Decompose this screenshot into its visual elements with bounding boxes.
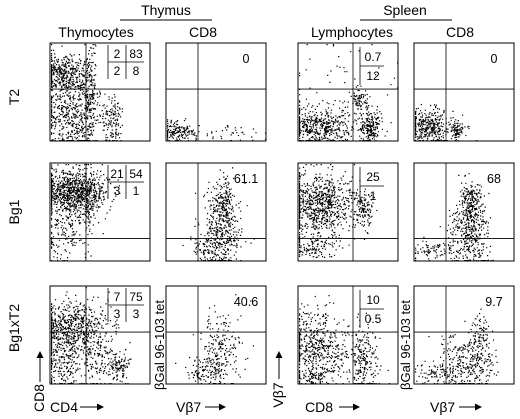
scatter-panel-r2-c2 [297,285,399,385]
panel-frame [297,42,399,142]
scatter-panel-r0-c0 [49,42,151,142]
quadrant-value-lr: 8 [133,64,140,78]
quadrant-value-upper: 0.7 [365,50,382,64]
quadrant-stats-box: 7 75 3 3 [107,288,144,322]
column-title-lymphocytes: Lymphocytes [311,24,393,40]
scatter-panel-r1-c2 [297,162,399,262]
scatter-panel-r0-c1 [165,42,267,142]
quadrant-value-ur: 54 [129,167,143,181]
quadrant-value-ul: 7 [114,290,121,304]
panel-frame [49,162,151,262]
y-axis-label-tet-spleen: βGal 96-103 tet [398,300,413,390]
event-dots [299,164,378,258]
quadrant-value-lower: 0.5 [365,312,382,326]
quadrant-value-lr: 1 [133,184,140,198]
x-axis-label-vb7-thymus: Vβ7 [176,399,201,415]
column-title-cd8-thymus: CD8 [189,24,217,40]
quadrant-value-ul: 21 [110,167,124,181]
quadrant-value-ur: 83 [129,47,143,61]
group-label-thymus: Thymus [141,2,191,18]
row-label-bg1xt2: Bg1xT2 [6,304,22,352]
scatter-panel-r2-c1 [165,285,267,385]
event-dots [51,44,123,142]
quadrant-stats-box: 251 [359,167,384,205]
y-axis-arrowhead-1 [36,351,44,358]
scatter-panel-r0-c3 [413,42,515,142]
event-dots [415,103,478,142]
column-title-thymocytes: Thymocytes [58,24,133,40]
scatter-panel-r1-c3 [413,162,515,262]
quadrant-value-ll: 3 [114,184,121,198]
row-label-t2: T2 [6,89,22,106]
scatter-panel-r1-c0 [49,162,151,262]
quadrant-stats-box: 100.5 [359,290,384,328]
y-axis-label-vb7: Vβ7 [270,382,286,407]
panel-frame [49,42,151,142]
event-dots [51,164,121,262]
row-label-bg1: Bg1 [6,199,22,224]
quadrant-value-upper: 25 [366,170,380,184]
event-dots [167,118,267,142]
panel-percentage-value: 9.7 [485,295,502,309]
quadrant-value-lower: 12 [366,69,380,83]
x-axis-label-cd4: CD4 [50,399,78,415]
x-axis-arrowhead-4 [475,403,482,411]
panel-percentage-value: 0 [491,52,498,66]
x-axis-arrowhead-3 [353,403,360,411]
quadrant-value-upper: 10 [366,293,380,307]
event-dots [299,44,399,142]
event-dots [299,295,390,385]
event-dots [51,287,132,385]
panel-percentage-value: 0 [243,52,250,66]
scatter-panel-r1-c1 [165,162,267,262]
scatter-panel-r2-c0 [49,285,151,385]
panel-frame [165,42,267,142]
event-dots [415,173,494,262]
y-axis-label-cd8: CD8 [31,384,47,412]
quadrant-value-lower: 1 [370,189,377,203]
event-dots [415,308,499,385]
x-axis-label-vb7-spleen: Vβ7 [430,399,455,415]
scatter-panel-r0-c2 [297,42,399,142]
quadrant-stats-box: 21 54 3 1 [107,165,144,199]
quadrant-stats-box: 2 83 2 8 [107,45,144,79]
quadrant-value-lr: 3 [133,307,140,321]
group-label-spleen: Spleen [383,2,427,18]
panel-percentage-value: 40.6 [234,295,258,309]
x-axis-arrowhead-1 [97,403,104,411]
panel-percentage-value: 68 [487,172,501,186]
quadrant-value-ll: 3 [114,307,121,321]
quadrant-value-ur: 75 [129,290,143,304]
x-axis-arrowhead-2 [219,403,226,411]
quadrant-value-ul: 2 [114,47,121,61]
event-dots [182,167,255,262]
quadrant-stats-box: 0.712 [359,47,384,85]
event-dots [175,294,254,385]
panel-frame [413,162,515,262]
y-axis-arrowhead-2 [275,351,283,358]
scatter-panel-r2-c3 [413,285,515,385]
panel-frame [413,42,515,142]
panel-percentage-value: 61.1 [234,172,258,186]
column-title-cd8-spleen: CD8 [446,24,474,40]
panel-frame [49,285,151,385]
quadrant-value-ll: 2 [114,64,121,78]
y-axis-label-tet-thymus: βGal 96-103 tet [152,300,167,390]
panel-frame [297,285,399,385]
x-axis-label-cd8: CD8 [305,399,333,415]
panel-frame [297,162,399,262]
